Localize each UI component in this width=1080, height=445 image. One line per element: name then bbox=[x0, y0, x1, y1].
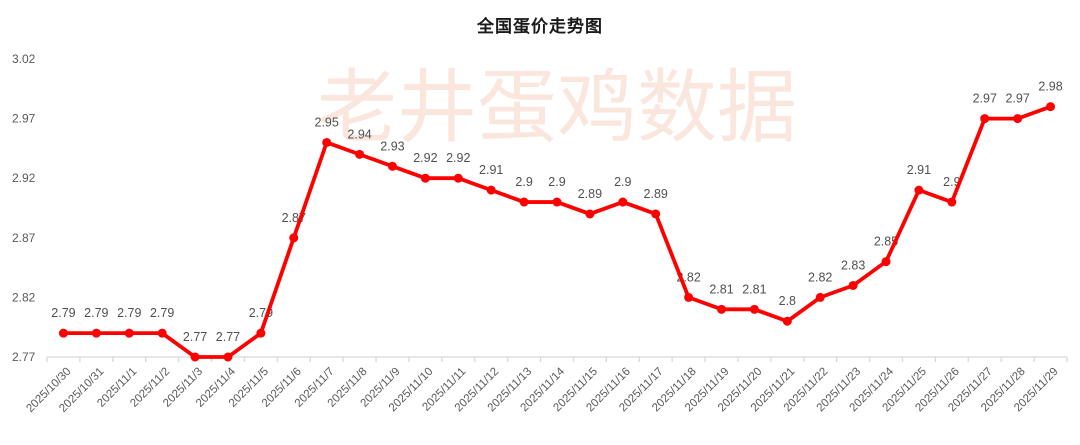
data-point bbox=[585, 209, 595, 219]
data-point bbox=[1013, 114, 1023, 124]
data-point bbox=[486, 185, 496, 195]
data-point bbox=[519, 197, 529, 207]
data-point bbox=[289, 233, 299, 243]
data-point bbox=[684, 292, 694, 302]
data-point-label: 2.77 bbox=[216, 330, 240, 344]
data-point bbox=[355, 149, 365, 159]
data-point bbox=[914, 185, 924, 195]
data-point-label: 2.91 bbox=[907, 163, 931, 177]
data-point-label: 2.92 bbox=[446, 151, 470, 165]
data-point bbox=[782, 316, 792, 326]
data-point-label: 2.79 bbox=[117, 306, 141, 320]
data-point bbox=[223, 352, 233, 362]
data-point-label: 2.83 bbox=[841, 258, 865, 272]
data-point-label: 2.9 bbox=[943, 175, 960, 189]
data-point bbox=[848, 280, 858, 290]
data-point-label: 2.92 bbox=[413, 151, 437, 165]
data-point bbox=[980, 114, 990, 124]
y-tick-label: 2.92 bbox=[12, 171, 36, 185]
data-point-label: 2.81 bbox=[742, 282, 766, 296]
y-tick-label: 2.97 bbox=[12, 112, 36, 126]
data-point bbox=[420, 173, 430, 183]
data-point bbox=[91, 328, 101, 338]
data-point-label: 2.9 bbox=[515, 175, 532, 189]
data-point bbox=[815, 292, 825, 302]
data-point-label: 2.79 bbox=[84, 306, 108, 320]
data-point bbox=[552, 197, 562, 207]
data-point bbox=[387, 161, 397, 171]
data-point bbox=[453, 173, 463, 183]
data-point bbox=[881, 257, 891, 267]
data-point bbox=[717, 304, 727, 314]
y-tick-label: 2.77 bbox=[12, 350, 36, 364]
data-point bbox=[322, 137, 332, 147]
price-line bbox=[61, 104, 1053, 359]
data-point bbox=[749, 304, 759, 314]
data-point-label: 2.91 bbox=[479, 163, 503, 177]
data-point bbox=[651, 209, 661, 219]
data-point bbox=[256, 328, 266, 338]
y-tick-label: 2.82 bbox=[12, 290, 36, 304]
data-point bbox=[618, 197, 628, 207]
data-point-label: 2.81 bbox=[709, 282, 733, 296]
y-tick-label: 3.02 bbox=[12, 52, 36, 66]
data-point-label: 2.89 bbox=[578, 187, 602, 201]
data-point-label: 2.98 bbox=[1038, 80, 1062, 94]
data-point bbox=[190, 352, 200, 362]
data-point-label: 2.9 bbox=[548, 175, 565, 189]
data-point-label: 2.94 bbox=[347, 127, 371, 141]
data-point-label: 2.89 bbox=[644, 187, 668, 201]
data-point-label: 2.93 bbox=[380, 139, 404, 153]
data-point-label: 2.79 bbox=[51, 306, 75, 320]
data-point bbox=[157, 328, 167, 338]
data-point-label: 2.82 bbox=[808, 270, 832, 284]
data-point-label: 2.97 bbox=[1005, 92, 1029, 106]
chart-title: 全国蛋价走势图 bbox=[477, 17, 603, 36]
data-point bbox=[1046, 102, 1056, 112]
data-point-label: 2.95 bbox=[315, 115, 339, 129]
data-point-label: 2.97 bbox=[973, 92, 997, 106]
data-point-label: 2.9 bbox=[614, 175, 631, 189]
data-point bbox=[58, 328, 68, 338]
data-point bbox=[947, 197, 957, 207]
data-point-label: 2.77 bbox=[183, 330, 207, 344]
y-tick-label: 2.87 bbox=[12, 231, 36, 245]
data-point-label: 2.79 bbox=[150, 306, 174, 320]
data-point bbox=[124, 328, 134, 338]
data-point-label: 2.8 bbox=[779, 294, 796, 308]
